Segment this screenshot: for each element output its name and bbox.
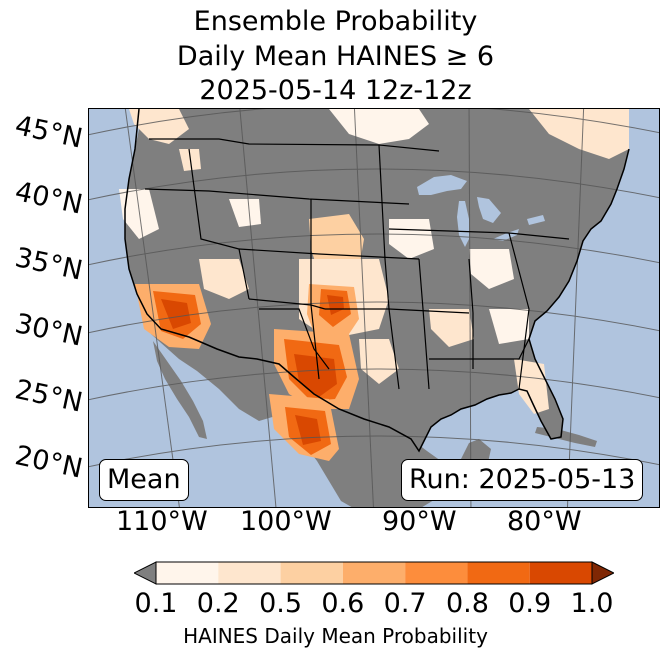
colorbar-tick-label: 0.7 <box>383 588 427 619</box>
title-line-1: Ensemble Probability <box>193 6 478 37</box>
lat-label-35: 35°N <box>12 242 86 287</box>
colorbar-tick-label: 0.8 <box>445 588 489 619</box>
lake-ontario <box>527 215 545 225</box>
colorbar-under-arrow <box>134 561 157 585</box>
colorbar-segment <box>342 562 406 584</box>
lon-label-100: 100°W <box>240 506 332 537</box>
state-borders <box>144 138 570 390</box>
probability-field <box>119 109 629 461</box>
lake-superior <box>417 175 467 195</box>
colorbar-segment <box>467 562 530 584</box>
colorbar-segment <box>280 562 343 584</box>
coastline <box>124 109 630 453</box>
colorbar-tick-label: 0.6 <box>321 588 365 619</box>
title-line-2: Daily Mean HAINES ≥ 6 <box>176 41 495 72</box>
colorbar-tick-label: 0.2 <box>196 588 240 619</box>
colorbar-segment <box>529 562 592 584</box>
colorbar-tick-label: 1.0 <box>570 588 614 619</box>
map-canvas <box>89 109 659 507</box>
title-line-3: 2025-05-14 12z-12z <box>199 75 472 106</box>
lon-label-80: 80°W <box>507 506 582 537</box>
colorbar-tick-label: 0.1 <box>134 588 178 619</box>
colorbar-tick-label: 0.5 <box>259 588 303 619</box>
lat-label-45: 45°N <box>12 110 86 155</box>
lon-label-110: 110°W <box>116 506 208 537</box>
colorbar-segment <box>405 562 468 584</box>
lat-label-40: 40°N <box>12 176 86 221</box>
lat-label-25: 25°N <box>12 374 86 419</box>
lon-label-90: 90°W <box>382 506 457 537</box>
colorbar <box>134 561 614 585</box>
lat-label-30: 30°N <box>12 308 86 353</box>
lake-michigan <box>457 201 469 247</box>
colorbar-segment <box>218 562 281 584</box>
lake-huron <box>477 197 501 223</box>
colorbar-over-arrow <box>591 561 614 585</box>
statistic-label: Mean <box>107 464 181 495</box>
colorbar-tick-label: 0.9 <box>508 588 552 619</box>
baja-california <box>153 341 207 439</box>
lat-label-20: 20°N <box>12 440 86 485</box>
run-date-label: Run: 2025-05-13 <box>409 464 636 495</box>
colorbar-segment <box>156 562 219 584</box>
colorbar-label: HAINES Daily Mean Probability <box>183 624 488 648</box>
lake-erie <box>493 229 519 241</box>
map-panel: Mean Run: 2025-05-13 <box>88 108 660 508</box>
statistic-label-box: Mean <box>99 459 189 501</box>
run-date-box: Run: 2025-05-13 <box>401 459 644 501</box>
